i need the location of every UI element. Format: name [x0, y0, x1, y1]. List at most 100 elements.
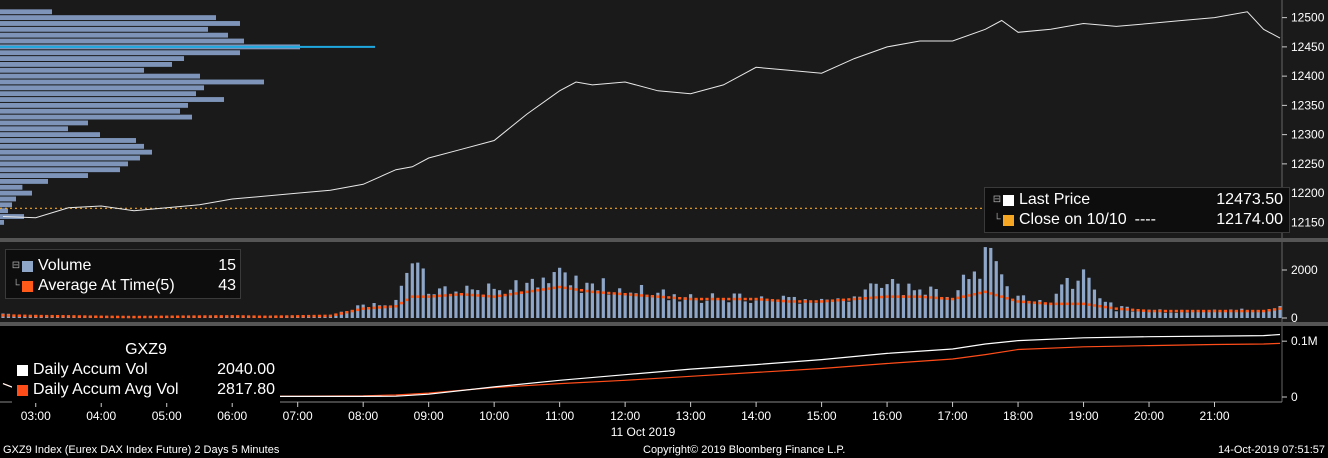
legend-average[interactable]: └ Average At Time(5) 43: [10, 276, 236, 296]
average-marker: [1000, 295, 1004, 298]
average-marker: [121, 315, 125, 319]
volume-bar: [716, 299, 720, 318]
average-marker: [1163, 309, 1167, 313]
average-marker: [50, 314, 54, 318]
volume-axis-label: 2000: [1291, 263, 1318, 277]
average-marker: [983, 290, 987, 294]
average-marker: [1256, 309, 1260, 313]
average-marker: [978, 291, 982, 295]
volume-bar: [1109, 302, 1113, 318]
legend-accum-vol[interactable]: Daily Accum Vol 2040.00: [17, 360, 275, 380]
volume-bar: [1087, 277, 1091, 318]
volume-bar: [1256, 310, 1260, 318]
average-marker: [765, 298, 769, 302]
average-marker: [1071, 302, 1075, 306]
legend-accum-avg-value: 2817.80: [217, 381, 275, 398]
average-marker: [1103, 305, 1107, 309]
average-marker: [410, 295, 414, 298]
volume-bar: [863, 289, 867, 318]
volume-profile-bar: [0, 202, 12, 208]
average-marker: [350, 309, 354, 313]
volume-bar: [525, 282, 529, 318]
volume-bar: [1021, 295, 1026, 318]
average-marker: [356, 308, 360, 312]
volume-bar: [841, 299, 846, 318]
volume-bar: [759, 296, 764, 318]
volume-bar: [934, 289, 938, 318]
average-marker: [525, 290, 529, 294]
x-axis-label: 08:00: [348, 409, 378, 423]
average-marker: [421, 295, 425, 298]
average-marker: [607, 291, 611, 295]
average-marker: [989, 292, 993, 295]
average-marker: [394, 305, 398, 308]
collapse-tree-icon[interactable]: ⊟: [992, 194, 1002, 205]
volume-bar: [989, 247, 993, 318]
volume-bar: [1016, 295, 1020, 318]
volume-bar: [1185, 312, 1189, 318]
average-marker: [923, 295, 927, 299]
average-marker: [116, 315, 120, 319]
volume-bar: [585, 282, 589, 318]
accum-axis-label: 0: [1291, 390, 1298, 404]
volume-bar: [776, 299, 780, 318]
average-marker: [1016, 300, 1020, 303]
volume-bar: [1278, 306, 1282, 318]
average-marker: [1, 314, 5, 317]
average-marker: [203, 315, 207, 318]
average-marker: [214, 315, 218, 318]
volume-bar: [388, 306, 393, 318]
average-marker: [596, 291, 600, 294]
legend-close-label: Close on 10/10: [1019, 211, 1127, 228]
volume-bar: [825, 299, 829, 318]
volume-bar: [694, 298, 698, 318]
average-marker: [552, 286, 556, 290]
average-marker: [732, 297, 736, 301]
average-marker: [814, 300, 818, 303]
average-marker: [1229, 309, 1233, 313]
average-marker: [465, 293, 469, 296]
volume-bar: [770, 299, 775, 318]
average-marker: [83, 315, 87, 318]
average-marker: [530, 289, 534, 293]
average-marker: [252, 315, 256, 318]
volume-bar: [874, 283, 878, 318]
volume-profile-bar: [0, 62, 172, 67]
volume-bar: [405, 272, 409, 318]
average-marker: [1076, 302, 1080, 306]
volume-bar: [792, 296, 796, 318]
accum-title-text: GXZ9: [125, 341, 167, 358]
collapse-tree-icon[interactable]: ⊟: [11, 260, 21, 271]
average-marker: [176, 315, 180, 318]
average-marker: [17, 314, 21, 317]
average-marker: [236, 315, 240, 318]
volume-profile-bar: [0, 190, 32, 196]
legend-accum-avg[interactable]: Daily Accum Avg Vol 2817.80: [17, 380, 275, 400]
volume-bar: [836, 298, 840, 318]
volume-bar: [547, 283, 551, 318]
volume-profile-bar: [0, 56, 184, 61]
volume-bar: [558, 267, 562, 318]
volume-bar: [1120, 306, 1124, 318]
volume-bar: [1234, 310, 1238, 318]
volume-bar: [749, 302, 753, 318]
average-marker: [225, 315, 229, 318]
volume-bar: [508, 289, 513, 318]
legend-volume[interactable]: ⊟ Volume 15: [10, 256, 236, 276]
volume-bar: [1163, 312, 1167, 318]
volume-bar: [656, 292, 660, 318]
volume-bar: [1152, 309, 1157, 318]
volume-bar: [918, 289, 922, 318]
legend-last-price[interactable]: ⊟ Last Price 12473.50: [991, 190, 1283, 210]
average-marker: [197, 315, 202, 318]
x-axis-date: 11 Oct 2019: [611, 425, 676, 439]
average-marker: [55, 315, 60, 318]
average-marker: [890, 295, 895, 298]
average-marker: [1218, 309, 1222, 313]
legend-close[interactable]: └ Close on 10/10 ---- 12174.00: [991, 210, 1283, 230]
volume-bar: [798, 303, 802, 318]
volume-profile-bar: [0, 143, 144, 149]
average-marker: [1005, 297, 1009, 300]
average-marker: [192, 315, 196, 318]
volume-axis-label: 0: [1291, 311, 1298, 325]
